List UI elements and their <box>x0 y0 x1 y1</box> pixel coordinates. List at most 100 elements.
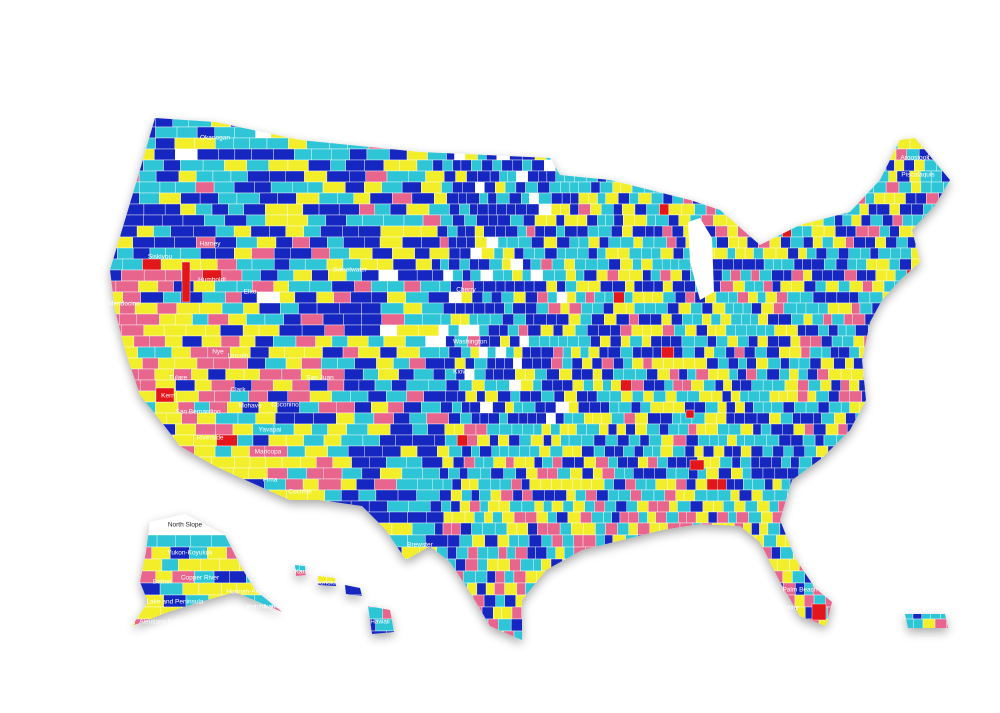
county <box>576 423 587 436</box>
county <box>507 412 520 425</box>
county <box>617 582 631 596</box>
county <box>252 434 269 447</box>
county <box>911 335 923 348</box>
county <box>568 594 580 608</box>
county <box>225 618 246 632</box>
county <box>744 137 755 150</box>
county <box>110 126 118 139</box>
county <box>469 258 479 271</box>
county <box>121 214 144 227</box>
county <box>268 159 289 172</box>
county <box>614 445 624 458</box>
county <box>672 192 684 205</box>
county <box>304 258 328 271</box>
county <box>546 368 560 381</box>
county <box>914 126 928 139</box>
county <box>299 401 320 414</box>
county <box>728 423 741 436</box>
county <box>524 630 536 640</box>
county <box>383 335 406 348</box>
county <box>232 423 254 436</box>
county <box>615 170 625 183</box>
county <box>273 280 289 293</box>
county <box>322 181 346 194</box>
county <box>813 643 821 655</box>
county <box>459 247 471 260</box>
county <box>571 368 582 381</box>
county <box>135 390 156 403</box>
county <box>509 148 523 161</box>
county <box>754 137 764 150</box>
county <box>468 630 481 640</box>
county <box>907 291 920 304</box>
county <box>567 335 579 348</box>
county <box>320 643 338 655</box>
county <box>883 390 894 403</box>
county <box>702 313 712 326</box>
county <box>510 214 524 227</box>
county <box>725 522 735 536</box>
county <box>861 390 872 403</box>
county <box>699 137 712 150</box>
county <box>911 181 922 194</box>
county <box>901 390 914 403</box>
county <box>258 558 277 572</box>
county <box>518 324 529 337</box>
county <box>155 170 180 183</box>
county <box>651 247 662 260</box>
county <box>556 313 570 326</box>
county <box>960 149 971 160</box>
county <box>701 618 713 632</box>
county <box>287 630 311 640</box>
county <box>623 291 633 304</box>
county <box>110 214 122 227</box>
county <box>941 225 950 238</box>
county <box>897 137 911 150</box>
county <box>277 269 294 282</box>
county <box>944 324 950 337</box>
county <box>544 247 558 260</box>
county <box>155 118 173 128</box>
county <box>110 522 121 536</box>
county <box>236 192 260 205</box>
county <box>417 478 433 491</box>
county <box>475 423 488 436</box>
county <box>893 618 906 632</box>
county <box>464 302 474 315</box>
county <box>958 512 968 523</box>
county <box>815 534 829 548</box>
county <box>250 225 270 238</box>
county <box>905 357 915 370</box>
county <box>949 159 950 172</box>
county <box>578 203 591 216</box>
county <box>415 618 438 632</box>
county <box>154 148 176 161</box>
county <box>920 181 932 194</box>
county <box>110 594 121 608</box>
county <box>648 105 656 116</box>
county <box>825 546 836 560</box>
county <box>574 159 583 172</box>
county <box>863 126 874 139</box>
county <box>715 324 727 337</box>
county <box>276 522 297 536</box>
county <box>769 236 781 249</box>
county <box>568 148 582 161</box>
county <box>802 258 813 271</box>
county <box>490 489 502 502</box>
county <box>891 500 901 513</box>
county <box>272 379 293 392</box>
county <box>462 269 472 282</box>
county <box>279 324 303 337</box>
county <box>668 423 680 436</box>
county <box>479 412 489 425</box>
county <box>908 594 921 608</box>
county <box>590 335 601 348</box>
county <box>416 159 434 172</box>
county <box>639 434 650 447</box>
county <box>705 203 716 216</box>
county <box>566 618 580 632</box>
county <box>562 379 573 392</box>
county <box>414 247 431 260</box>
county <box>722 258 734 271</box>
